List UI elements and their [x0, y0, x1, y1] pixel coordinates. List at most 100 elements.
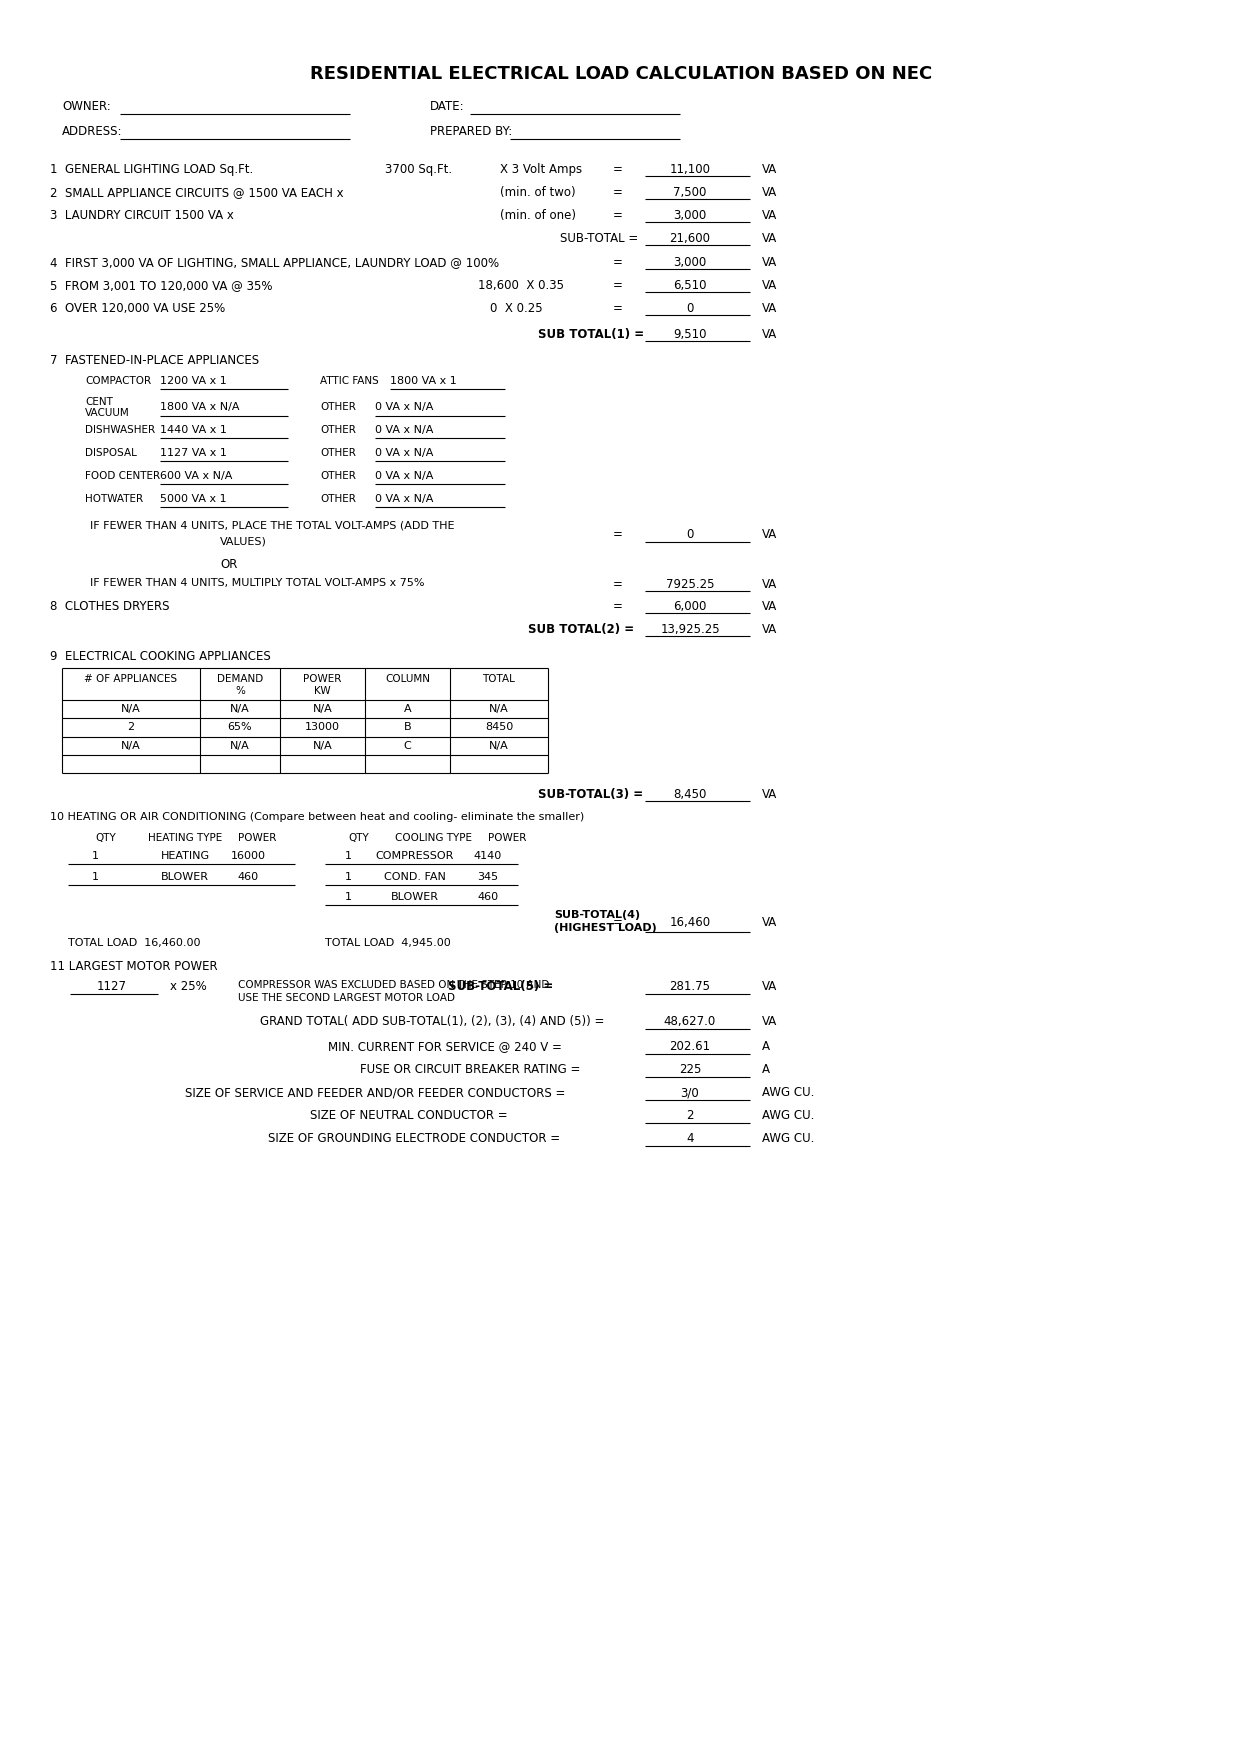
- Text: 8,450: 8,450: [674, 788, 706, 800]
- Text: VA: VA: [762, 916, 777, 928]
- Text: N/A: N/A: [230, 741, 249, 751]
- Text: # OF APPLIANCES: # OF APPLIANCES: [84, 674, 177, 684]
- Text: 281.75: 281.75: [669, 979, 711, 993]
- Text: VA: VA: [762, 279, 777, 291]
- Text: 345: 345: [478, 872, 499, 883]
- Text: =: =: [613, 916, 623, 928]
- Text: A: A: [762, 1064, 769, 1076]
- Text: 18,600  X 0.35: 18,600 X 0.35: [478, 279, 563, 291]
- Text: N/A: N/A: [230, 704, 249, 714]
- Text: COMPRESSOR WAS EXCLUDED BASED ON THE STEP 10 AND: COMPRESSOR WAS EXCLUDED BASED ON THE STE…: [238, 979, 550, 990]
- Text: 3,000: 3,000: [674, 256, 706, 269]
- Text: SIZE OF GROUNDING ELECTRODE CONDUCTOR =: SIZE OF GROUNDING ELECTRODE CONDUCTOR =: [268, 1132, 560, 1144]
- Text: OTHER: OTHER: [320, 425, 356, 435]
- Text: VA: VA: [762, 577, 777, 591]
- Text: VACUUM: VACUUM: [84, 407, 130, 418]
- Text: 5  FROM 3,001 TO 120,000 VA @ 35%: 5 FROM 3,001 TO 120,000 VA @ 35%: [50, 279, 273, 291]
- Text: VA: VA: [762, 209, 777, 221]
- Text: 65%: 65%: [227, 721, 252, 732]
- Text: 1: 1: [345, 851, 351, 862]
- Text: BLOWER: BLOWER: [161, 872, 208, 883]
- Text: SUB-TOTAL(4): SUB-TOTAL(4): [553, 911, 640, 920]
- Text: N/A: N/A: [489, 704, 509, 714]
- Text: =: =: [613, 163, 623, 176]
- Text: (HIGHEST LOAD): (HIGHEST LOAD): [553, 923, 656, 934]
- Text: OTHER: OTHER: [320, 493, 356, 504]
- Text: GRAND TOTAL( ADD SUB-TOTAL(1), (2), (3), (4) AND (5)) =: GRAND TOTAL( ADD SUB-TOTAL(1), (2), (3),…: [261, 1014, 604, 1028]
- Text: =: =: [613, 209, 623, 221]
- Text: DISHWASHER: DISHWASHER: [84, 425, 155, 435]
- Text: SUB-TOTAL(3) =: SUB-TOTAL(3) =: [539, 788, 643, 800]
- Text: HEATING: HEATING: [160, 851, 210, 862]
- Text: =: =: [613, 186, 623, 198]
- Text: 6,000: 6,000: [674, 600, 706, 612]
- Text: COMPRESSOR: COMPRESSOR: [376, 851, 454, 862]
- Text: =: =: [613, 279, 623, 291]
- Text: POWER: POWER: [238, 834, 277, 842]
- Text: VA: VA: [762, 623, 777, 635]
- Text: 7  FASTENED-IN-PLACE APPLIANCES: 7 FASTENED-IN-PLACE APPLIANCES: [50, 355, 259, 367]
- Text: 3/0: 3/0: [680, 1086, 700, 1099]
- Text: HOTWATER: HOTWATER: [84, 493, 143, 504]
- Text: =: =: [613, 600, 623, 612]
- Text: 13,925.25: 13,925.25: [660, 623, 720, 635]
- Text: IF FEWER THAN 4 UNITS, PLACE THE TOTAL VOLT-AMPS (ADD THE: IF FEWER THAN 4 UNITS, PLACE THE TOTAL V…: [91, 519, 454, 530]
- Text: 0 VA x N/A: 0 VA x N/A: [375, 402, 433, 412]
- Text: N/A: N/A: [489, 741, 509, 751]
- Text: 4  FIRST 3,000 VA OF LIGHTING, SMALL APPLIANCE, LAUNDRY LOAD @ 100%: 4 FIRST 3,000 VA OF LIGHTING, SMALL APPL…: [50, 256, 499, 269]
- Text: PREPARED BY:: PREPARED BY:: [429, 125, 513, 139]
- Text: OTHER: OTHER: [320, 470, 356, 481]
- Text: =: =: [613, 577, 623, 591]
- Text: AWG CU.: AWG CU.: [762, 1132, 814, 1144]
- Text: 8  CLOTHES DRYERS: 8 CLOTHES DRYERS: [50, 600, 170, 612]
- Text: IF FEWER THAN 4 UNITS, MULTIPLY TOTAL VOLT-AMPS x 75%: IF FEWER THAN 4 UNITS, MULTIPLY TOTAL VO…: [91, 577, 424, 588]
- Text: OTHER: OTHER: [320, 448, 356, 458]
- Text: COLUMN: COLUMN: [385, 674, 429, 684]
- Text: VA: VA: [762, 302, 777, 314]
- Text: FUSE OR CIRCUIT BREAKER RATING =: FUSE OR CIRCUIT BREAKER RATING =: [360, 1064, 581, 1076]
- Text: SUB-TOTAL(5) =: SUB-TOTAL(5) =: [448, 979, 553, 993]
- Text: =: =: [613, 302, 623, 314]
- Text: ATTIC FANS: ATTIC FANS: [320, 376, 379, 386]
- Text: 2: 2: [128, 721, 134, 732]
- Text: 1200 VA x 1: 1200 VA x 1: [160, 376, 227, 386]
- Text: 4: 4: [686, 1132, 694, 1144]
- Text: DATE:: DATE:: [429, 100, 464, 112]
- Text: N/A: N/A: [122, 741, 141, 751]
- Text: 0 VA x N/A: 0 VA x N/A: [375, 470, 433, 481]
- Text: 1: 1: [345, 892, 351, 902]
- Text: VA: VA: [762, 186, 777, 198]
- Text: 1127 VA x 1: 1127 VA x 1: [160, 448, 227, 458]
- Text: 0: 0: [686, 528, 694, 541]
- Text: 0: 0: [686, 302, 694, 314]
- Text: CENT: CENT: [84, 397, 113, 407]
- Text: 7925.25: 7925.25: [665, 577, 715, 591]
- Text: C: C: [403, 741, 411, 751]
- Text: COND. FAN: COND. FAN: [383, 872, 446, 883]
- Text: 1  GENERAL LIGHTING LOAD Sq.Ft.: 1 GENERAL LIGHTING LOAD Sq.Ft.: [50, 163, 253, 176]
- Text: DEMAND
%: DEMAND %: [217, 674, 263, 695]
- Text: 7,500: 7,500: [674, 186, 706, 198]
- Text: VA: VA: [762, 232, 777, 246]
- Text: RESIDENTIAL ELECTRICAL LOAD CALCULATION BASED ON NEC: RESIDENTIAL ELECTRICAL LOAD CALCULATION …: [310, 65, 932, 82]
- Text: 2: 2: [686, 1109, 694, 1121]
- Text: x 25%: x 25%: [170, 979, 207, 993]
- Text: OTHER: OTHER: [320, 402, 356, 412]
- Text: AWG CU.: AWG CU.: [762, 1109, 814, 1121]
- Text: QTY: QTY: [347, 834, 369, 842]
- Text: VA: VA: [762, 163, 777, 176]
- Text: COOLING TYPE: COOLING TYPE: [395, 834, 472, 842]
- Text: TOTAL: TOTAL: [483, 674, 515, 684]
- Text: SIZE OF NEUTRAL CONDUCTOR =: SIZE OF NEUTRAL CONDUCTOR =: [310, 1109, 508, 1121]
- Text: 1127: 1127: [97, 979, 127, 993]
- Text: N/A: N/A: [313, 704, 333, 714]
- Text: 0  X 0.25: 0 X 0.25: [490, 302, 542, 314]
- Text: VA: VA: [762, 1014, 777, 1028]
- Text: B: B: [403, 721, 411, 732]
- Text: 11,100: 11,100: [669, 163, 711, 176]
- Text: VA: VA: [762, 256, 777, 269]
- Text: 460: 460: [478, 892, 499, 902]
- Text: 3,000: 3,000: [674, 209, 706, 221]
- Text: ADDRESS:: ADDRESS:: [62, 125, 123, 139]
- Text: POWER
KW: POWER KW: [303, 674, 341, 695]
